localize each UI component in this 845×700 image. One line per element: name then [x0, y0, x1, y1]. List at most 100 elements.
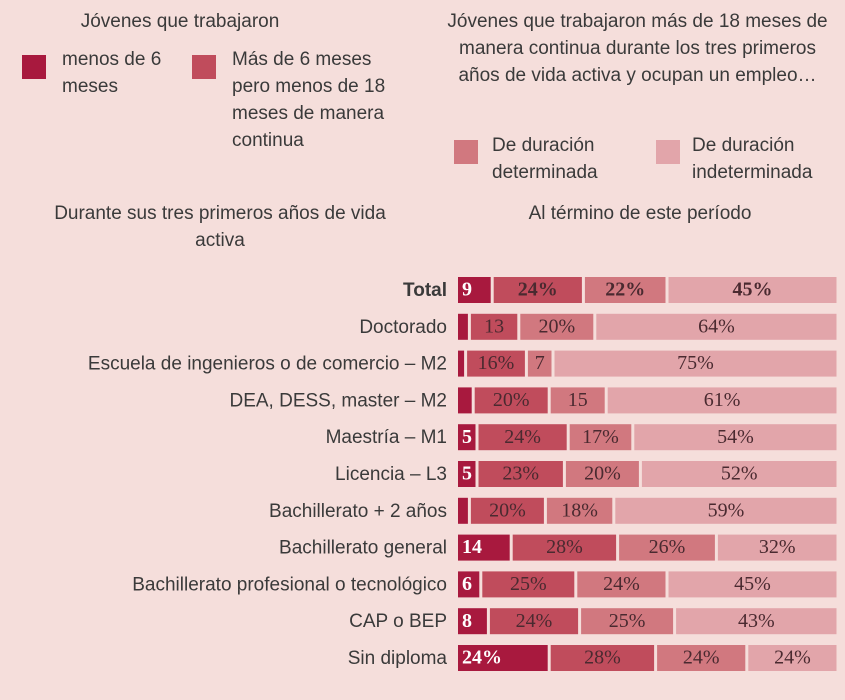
value-label: 26%: [649, 536, 686, 558]
category-label: Bachillerato profesional o tecnológico: [132, 574, 447, 595]
bar-segment: [458, 350, 465, 377]
bar-segment: [527, 350, 552, 377]
value-label: 20%: [493, 389, 530, 411]
bar-segment: [676, 608, 837, 635]
bar-segment: [478, 424, 567, 451]
category-label: Doctorado: [359, 317, 447, 338]
value-label: 24%: [462, 647, 502, 669]
bar-segment: [458, 608, 487, 635]
bar-segment: [668, 571, 837, 598]
bar-segment: [607, 387, 837, 414]
bar-segment: [458, 571, 480, 598]
category-label: Bachillerato + 2 años: [269, 501, 447, 522]
bar-segment: [482, 571, 575, 598]
bar-segment: [634, 424, 837, 451]
bar-segment: [467, 350, 525, 377]
bar-segment: [546, 497, 613, 524]
bar-segment: [520, 313, 594, 340]
value-label: 8: [462, 610, 472, 632]
value-label: 25%: [510, 573, 547, 595]
bar-segment: [641, 461, 837, 487]
legend-group-title: Jóvenes que trabajaron: [80, 11, 280, 32]
bar-segment: [458, 461, 476, 487]
bar-segment: [458, 387, 472, 414]
value-label: 20%: [584, 463, 621, 485]
value-label: 15: [568, 389, 588, 411]
value-label: 75%: [677, 352, 714, 374]
category-label: Escuela de ingenieros o de comercio – M2: [88, 354, 447, 375]
category-label: Total: [403, 280, 447, 301]
bar-segment: [554, 350, 837, 377]
bar-segment: [493, 277, 582, 303]
value-label: 18%: [561, 499, 598, 521]
value-label: 52%: [721, 463, 758, 485]
legend-group-title: Jóvenes que trabajaron más de 18 meses d…: [447, 11, 828, 86]
value-label: 5: [462, 426, 472, 448]
bar-segment: [458, 534, 510, 561]
value-label: 6: [462, 573, 472, 595]
value-label: 61%: [704, 389, 741, 411]
legend-swatch: [656, 140, 680, 164]
value-label: 45%: [733, 279, 773, 301]
category-label: CAP o BEP: [349, 611, 447, 632]
value-label: 24%: [516, 610, 553, 632]
value-label: 20%: [489, 499, 526, 521]
bar-segment: [458, 497, 468, 524]
value-label: 64%: [698, 315, 735, 337]
bar-segment: [458, 424, 476, 451]
bar-segment: [458, 277, 491, 303]
value-label: 45%: [734, 573, 771, 595]
value-label: 23%: [502, 463, 539, 485]
bar-segment: [478, 461, 563, 487]
bar-segment: [550, 387, 605, 414]
value-label: 32%: [759, 536, 796, 558]
value-label: 22%: [605, 279, 645, 301]
category-label: Licencia – L3: [335, 464, 447, 485]
bar-segment: [489, 608, 579, 635]
value-label: 24%: [518, 279, 558, 301]
category-label: Maestría – M1: [326, 427, 447, 448]
bar-segment: [512, 534, 617, 561]
bar-segment: [615, 497, 837, 524]
value-label: 17%: [582, 426, 619, 448]
value-label: 13: [484, 315, 504, 337]
bar-segment: [657, 645, 746, 671]
value-label: 28%: [546, 536, 583, 558]
legend-label: Más de 6 meses pero menos de 18 meses de…: [232, 49, 386, 151]
column-header: Durante sus tres primeros años de vida a…: [54, 203, 386, 251]
value-label: 24%: [774, 647, 811, 669]
legend-label: De duración determinada: [492, 135, 598, 183]
bar-segment: [458, 645, 548, 671]
legend-label: menos de 6 meses: [62, 49, 162, 97]
legend-swatch: [22, 55, 46, 79]
bar-segment: [458, 313, 468, 340]
value-label: 20%: [538, 315, 575, 337]
bar-segment: [474, 387, 548, 414]
category-label: Bachillerato general: [279, 538, 447, 559]
value-label: 24%: [603, 573, 640, 595]
value-label: 24%: [504, 426, 541, 448]
column-header: Al término de este período: [528, 203, 752, 224]
bar-segment: [619, 534, 715, 561]
legend-label: De duración indeterminada: [692, 135, 813, 183]
bar-segment: [577, 571, 666, 598]
value-label: 9: [462, 279, 472, 301]
bar-segment: [569, 424, 632, 451]
value-label: 43%: [738, 610, 775, 632]
bar-segment: [668, 277, 837, 303]
bar-segment: [748, 645, 837, 671]
legend-swatch: [454, 140, 478, 164]
bar-segment: [470, 497, 544, 524]
value-label: 25%: [609, 610, 646, 632]
bar-segment: [565, 461, 639, 487]
bar-segment: [550, 645, 655, 671]
value-label: 54%: [717, 426, 754, 448]
bar-segment: [717, 534, 837, 561]
category-label: Sin diploma: [348, 648, 448, 669]
value-label: 59%: [708, 499, 745, 521]
value-label: 16%: [478, 352, 515, 374]
bar-segment: [470, 313, 518, 340]
category-label: DEA, DESS, master – M2: [229, 390, 447, 411]
